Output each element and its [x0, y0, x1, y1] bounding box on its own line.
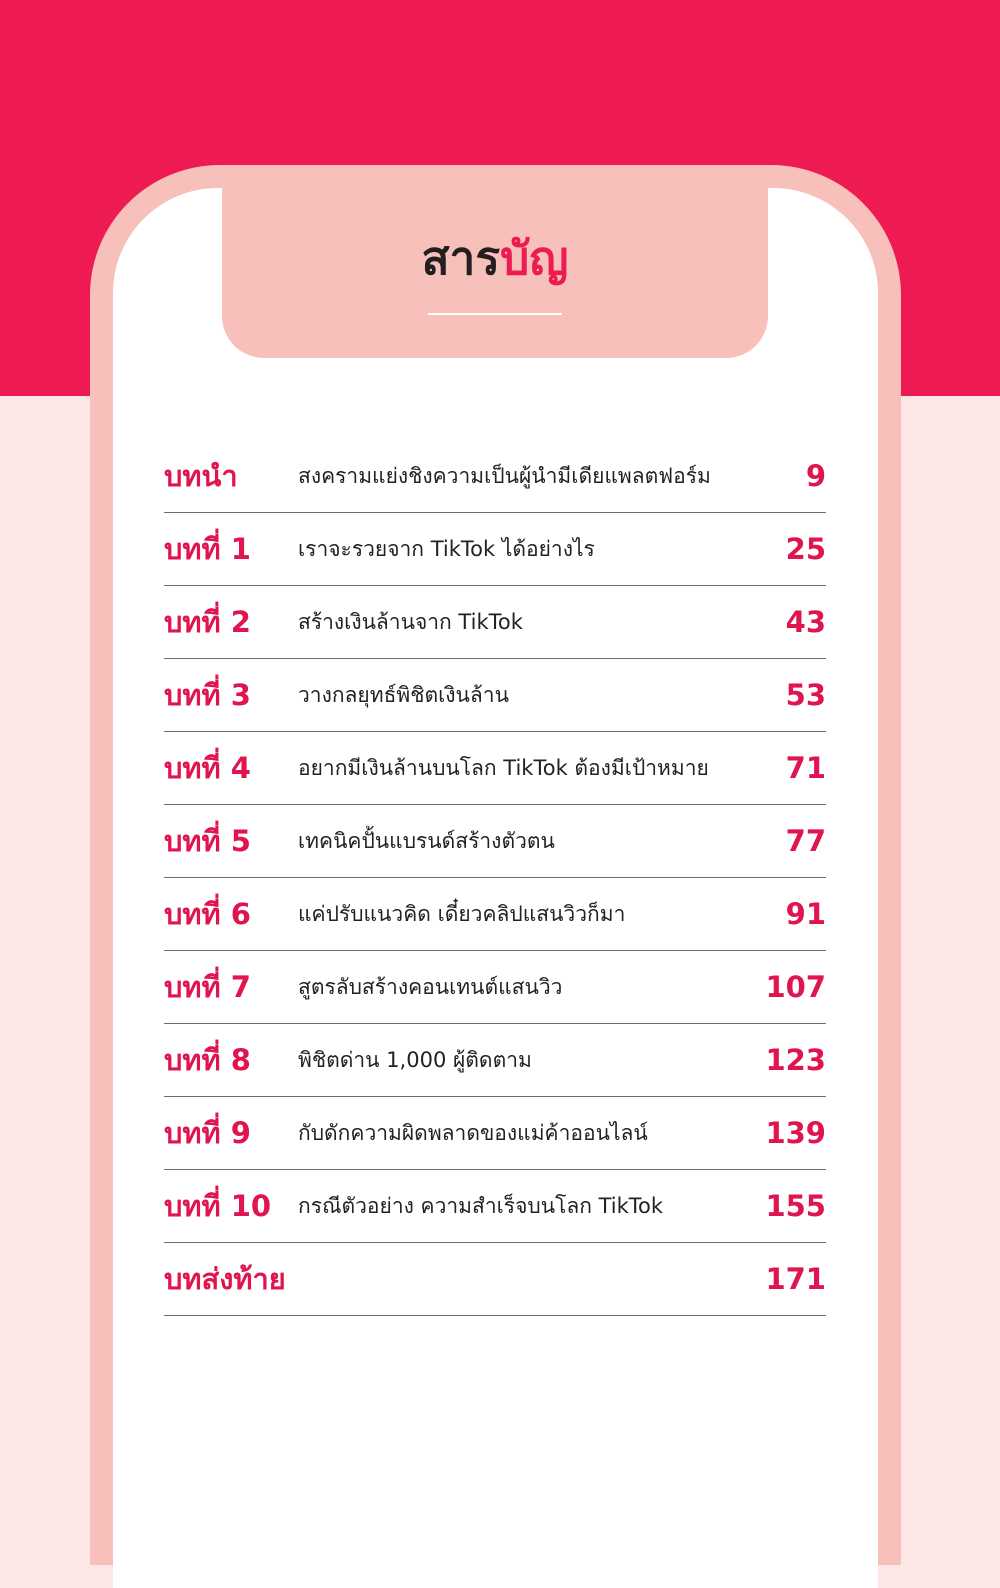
chapter-label: บทที่ 2	[164, 605, 251, 639]
toc-row[interactable]: บทที่ 4 อยากมีเงินล้านบนโลก TikTok ต้องมี…	[164, 732, 826, 805]
chapter-label: บทที่ 9	[164, 1116, 251, 1150]
page-number: 123	[765, 1043, 826, 1077]
page-number: 139	[765, 1116, 826, 1150]
page-title: สารบัญ	[421, 231, 569, 285]
toc-row[interactable]: บทที่ 7 สูตรลับสร้างคอนเทนต์แสนวิว 107	[164, 951, 826, 1024]
chapter-title: เทคนิคปั้นแบรนด์สร้างตัวตน	[298, 828, 555, 853]
page-number: 171	[765, 1262, 826, 1296]
page-number: 71	[785, 751, 826, 785]
page-number: 91	[785, 897, 826, 931]
page-number: 77	[785, 824, 826, 858]
toc-row[interactable]: บทที่ 3 วางกลยุทธ์พิชิตเงินล้าน 53	[164, 659, 826, 732]
chapter-title: สูตรลับสร้างคอนเทนต์แสนวิว	[298, 974, 563, 999]
chapter-title: อยากมีเงินล้านบนโลก TikTok ต้องมีเป้าหมา…	[298, 755, 709, 780]
chapter-label: บทนำ	[164, 459, 238, 493]
chapter-label: บทที่ 1	[164, 532, 251, 566]
chapter-label: บทส่งท้าย	[164, 1262, 286, 1296]
chapter-title: วางกลยุทธ์พิชิตเงินล้าน	[298, 682, 509, 707]
page-number: 9	[805, 459, 826, 493]
chapter-label: บทที่ 7	[164, 970, 251, 1004]
title-underline	[428, 313, 562, 315]
toc-row[interactable]: บทที่ 8 พิชิตด่าน 1,000 ผู้ติดตาม 123	[164, 1024, 826, 1097]
toc-row[interactable]: บทที่ 1 เราจะรวยจาก TikTok ได้อย่างไร 25	[164, 513, 826, 586]
chapter-label: บทที่ 8	[164, 1043, 251, 1077]
toc-row[interactable]: บทที่ 6 แค่ปรับแนวคิด เดี๋ยวคลิปแสนวิวก็ม…	[164, 878, 826, 951]
chapter-title: สร้างเงินล้านจาก TikTok	[298, 609, 523, 634]
toc-row[interactable]: บทส่งท้าย 171	[164, 1243, 826, 1316]
toc-row[interactable]: บทที่ 9 กับดักความผิดพลาดของแม่ค้าออนไลน์…	[164, 1097, 826, 1170]
chapter-title: เราจะรวยจาก TikTok ได้อย่างไร	[298, 536, 595, 561]
chapter-label: บทที่ 6	[164, 897, 251, 931]
page-number: 43	[785, 605, 826, 639]
chapter-title: สงครามแย่งชิงความเป็นผู้นำมีเดียแพลตฟอร์…	[298, 463, 711, 488]
chapter-title: แค่ปรับแนวคิด เดี๋ยวคลิปแสนวิวก็มา	[298, 901, 626, 926]
page-number: 53	[785, 678, 826, 712]
page-number: 25	[785, 532, 826, 566]
phone-screen	[113, 188, 878, 1588]
chapter-title: พิชิตด่าน 1,000 ผู้ติดตาม	[298, 1047, 532, 1072]
chapter-label: บทที่ 5	[164, 824, 251, 858]
toc-row[interactable]: บทนำ สงครามแย่งชิงความเป็นผู้นำมีเดียแพลต…	[164, 440, 826, 513]
chapter-title: กรณีตัวอย่าง ความสำเร็จบนโลก TikTok	[298, 1193, 664, 1218]
table-of-contents: บทนำ สงครามแย่งชิงความเป็นผู้นำมีเดียแพลต…	[164, 440, 826, 1316]
page-number: 155	[765, 1189, 826, 1223]
chapter-label: บทที่ 3	[164, 678, 251, 712]
chapter-label: บทที่ 10	[164, 1189, 272, 1223]
phone-notch	[222, 188, 768, 358]
toc-row[interactable]: บทที่ 5 เทคนิคปั้นแบรนด์สร้างตัวตน 77	[164, 805, 826, 878]
toc-row[interactable]: บทที่ 2 สร้างเงินล้านจาก TikTok 43	[164, 586, 826, 659]
toc-row[interactable]: บทที่ 10 กรณีตัวอย่าง ความสำเร็จบนโลก Tik…	[164, 1170, 826, 1243]
chapter-title: กับดักความผิดพลาดของแม่ค้าออนไลน์	[298, 1120, 648, 1145]
page-number: 107	[765, 970, 826, 1004]
chapter-label: บทที่ 4	[164, 751, 251, 785]
